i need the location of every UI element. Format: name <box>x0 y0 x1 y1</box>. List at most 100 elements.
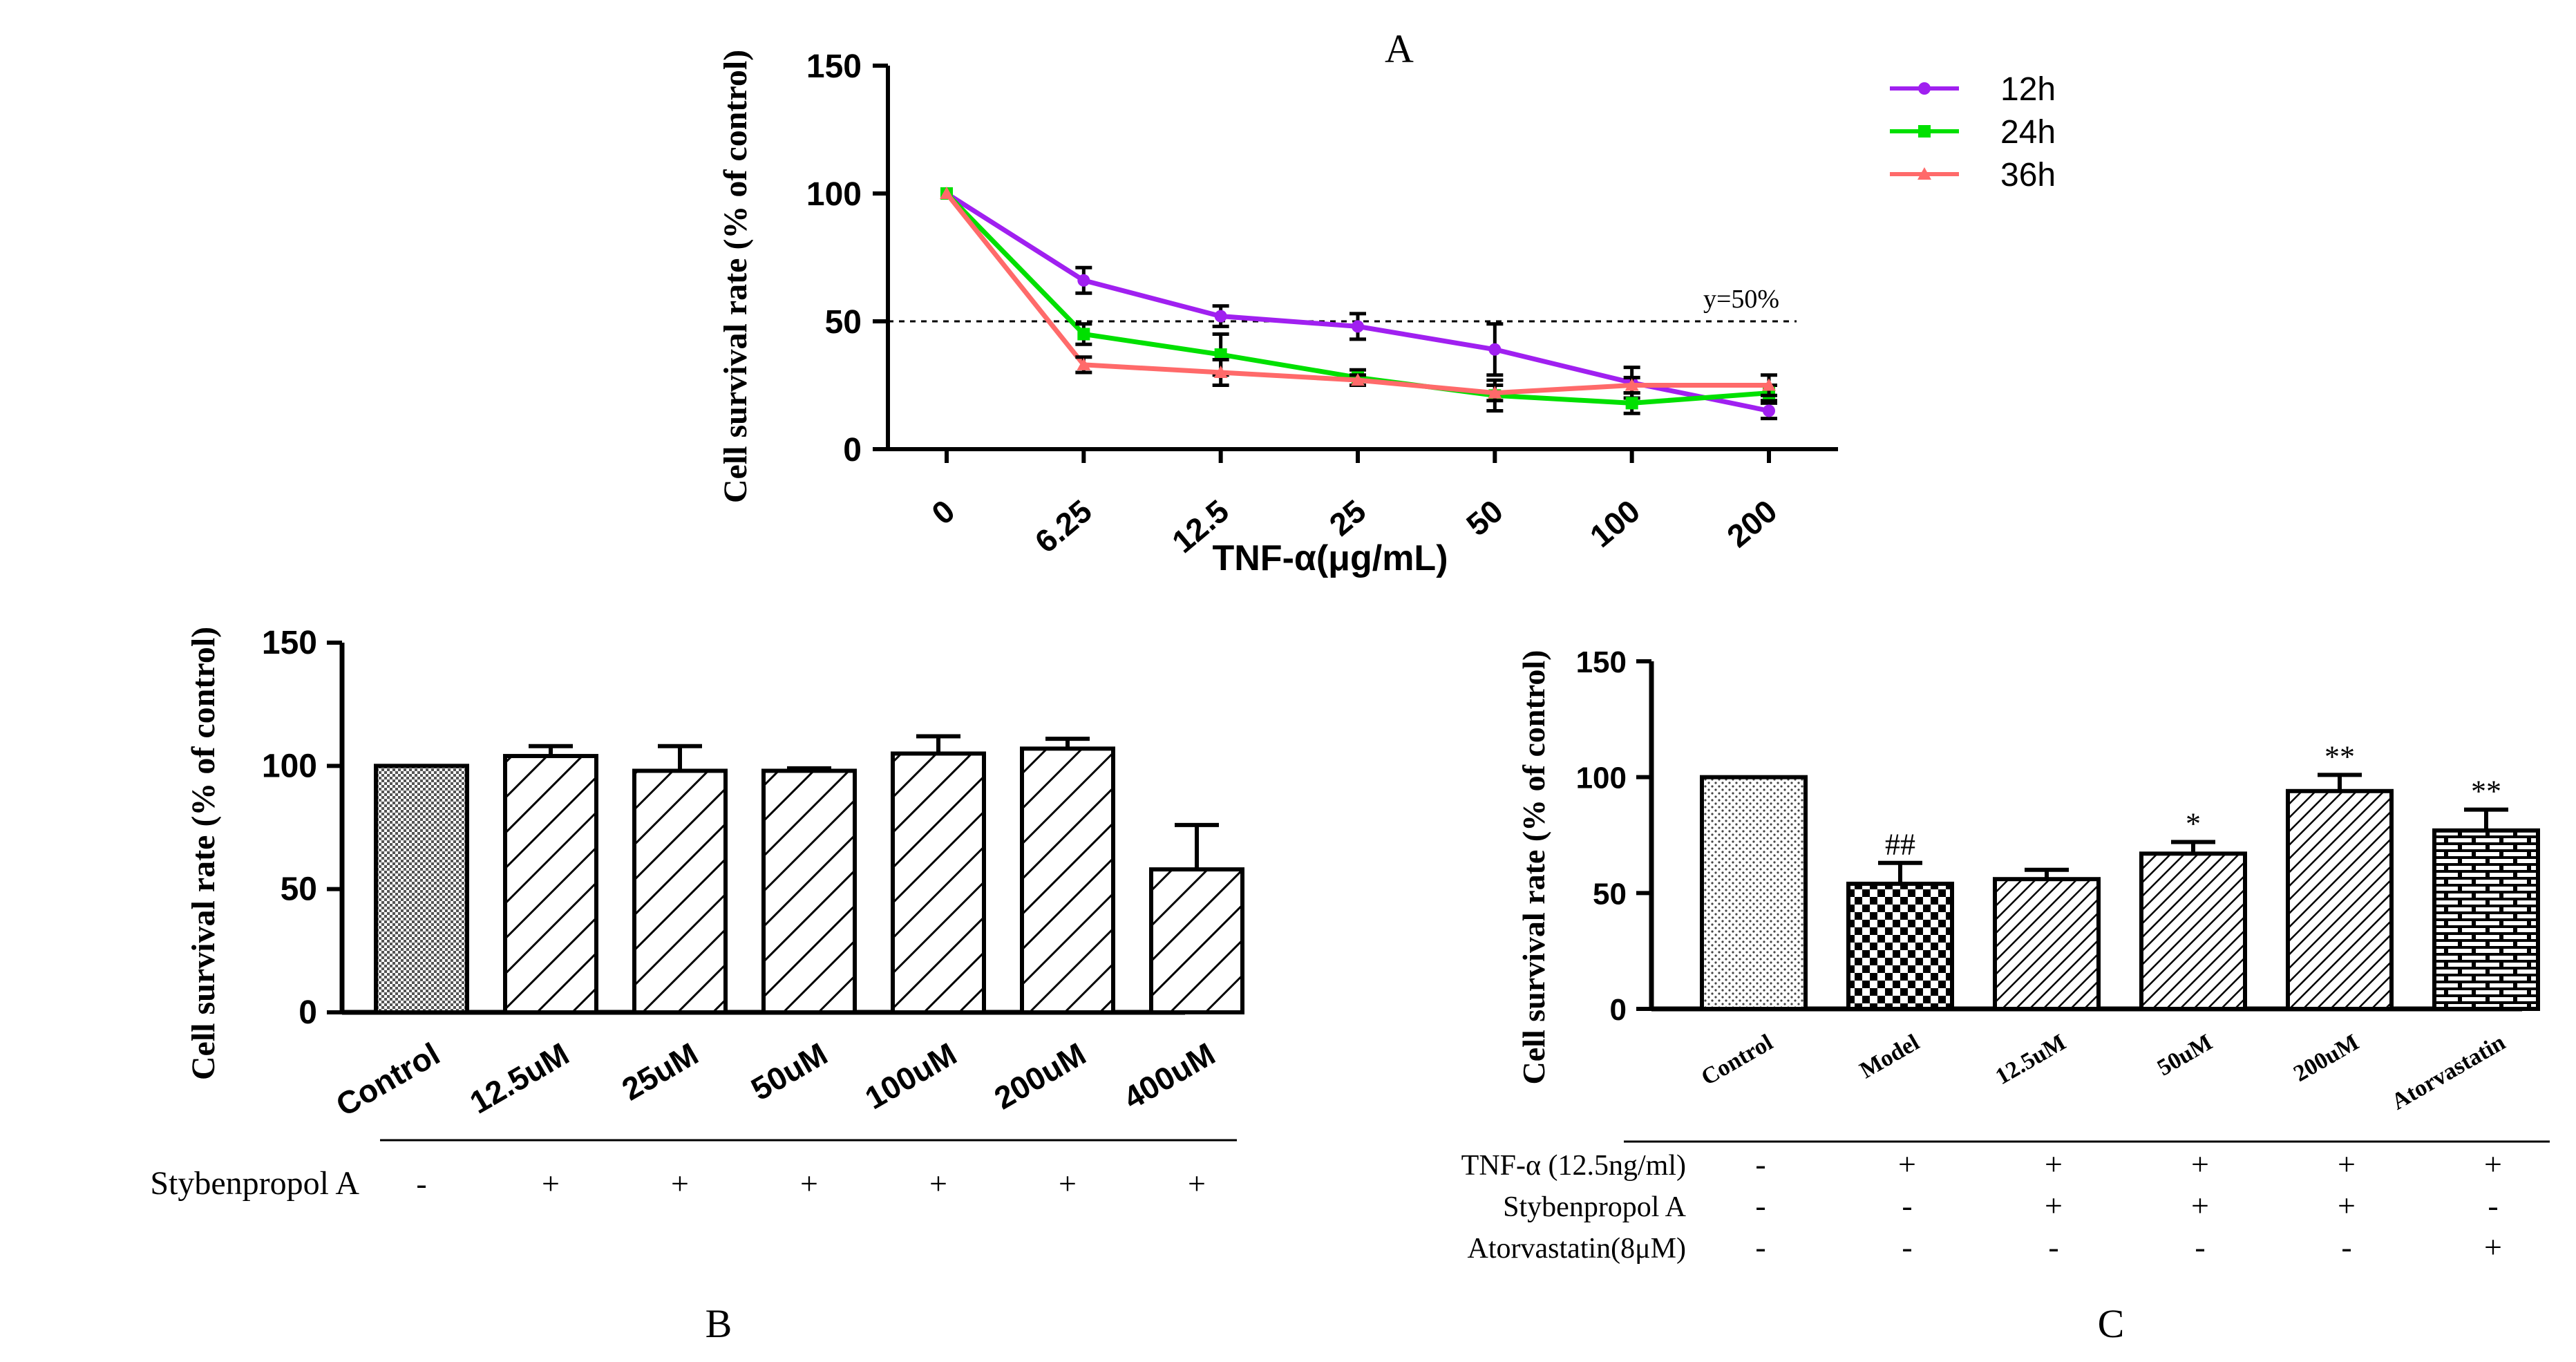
bar-50uM <box>2139 851 2247 1011</box>
x-tick-label: 400uM <box>1117 1036 1221 1117</box>
x-tick-label-a: 25 <box>1323 493 1373 543</box>
bar-12.5uM <box>503 754 598 1014</box>
bars-b: Control 12.5uM 25uM 50uM 100uM 200uM 400uM <box>330 734 1244 1124</box>
bar-Atorvastatin <box>2432 828 2540 1011</box>
error-bar <box>916 734 960 754</box>
y-axis-label-b: Cell survival rate (% of control) <box>185 627 222 1080</box>
reference-line-label: y=50% <box>1703 285 1779 314</box>
series-lines-a <box>940 187 1777 421</box>
legend-label: 24h <box>2000 114 2056 151</box>
data-point-24h <box>1625 397 1638 410</box>
legend-label: 12h <box>2000 71 2056 108</box>
treatment-row-label: Atorvastatin(8μM) <box>1468 1233 1686 1265</box>
treatment-sign: - <box>2048 1229 2058 1265</box>
treatment-sign: - <box>1755 1188 1765 1223</box>
treatment-row-label: TNF-α (12.5ng/ml) <box>1461 1150 1686 1182</box>
panel-b-bar-chart: B Cell survival rate (% of control) 0 50 1… <box>150 625 1244 1346</box>
treatment-row-label: Stybenpropol A <box>150 1165 359 1202</box>
x-tick-label: 200uM <box>2289 1030 2363 1087</box>
treatment-sign: + <box>2338 1188 2356 1223</box>
treatment-sign: - <box>1755 1229 1765 1265</box>
legend-marker <box>1918 125 1931 138</box>
panel-label-b: B <box>705 1301 732 1346</box>
treatment-sign: + <box>2484 1146 2502 1182</box>
data-point-12h <box>1488 343 1502 356</box>
data-point-12h <box>1352 320 1364 333</box>
bar-Control <box>1700 775 1808 1011</box>
y-tick-label: 50 <box>1593 877 1627 911</box>
data-point-12h <box>1077 274 1090 287</box>
x-tick-label-a: 100 <box>1583 493 1647 554</box>
y-tick-label-a: 0 <box>843 432 862 469</box>
bar-100uM <box>891 751 986 1014</box>
panel-label-a: A <box>1385 26 1414 71</box>
error-bar <box>2025 867 2069 880</box>
x-tick-label: 100uM <box>859 1036 963 1117</box>
data-point-12h <box>1214 310 1227 323</box>
treatment-sign: - <box>1755 1146 1765 1182</box>
significance-annotation: ** <box>2471 775 2501 808</box>
x-tick-label: 50uM <box>2153 1030 2217 1081</box>
legend-item-36h: 36h <box>1890 157 2056 193</box>
legend-item-24h: 24h <box>1890 114 2056 151</box>
reference-line-50: y=50% <box>888 285 1797 323</box>
bar-12.5uM <box>1993 877 2101 1012</box>
y-tick-label: 100 <box>262 748 317 784</box>
x-tick-label-a: 0 <box>925 493 961 531</box>
treatment-sign: + <box>2338 1146 2356 1182</box>
error-bar <box>529 744 573 757</box>
y-tick-label-a: 50 <box>825 304 862 341</box>
x-tick-label: Control <box>330 1036 446 1124</box>
treatment-table-b: Stybenpropol A - + + + + + + <box>150 1139 1237 1202</box>
treatment-sign: + <box>542 1166 560 1201</box>
bar-50uM <box>761 768 857 1014</box>
bar-25uM <box>632 768 728 1014</box>
bar-400uM <box>1149 867 1244 1014</box>
y-tick-label-a: 150 <box>806 48 862 85</box>
data-point-36h <box>1351 373 1365 386</box>
x-tick-label: 25uM <box>616 1036 704 1108</box>
error-bar <box>1175 822 1219 870</box>
y-tick-label: 150 <box>1576 645 1627 679</box>
bar-Control <box>374 764 469 1015</box>
data-point-36h <box>1488 386 1502 399</box>
legend-marker <box>1918 82 1931 95</box>
treatment-sign: + <box>1059 1166 1077 1201</box>
treatment-sign: + <box>2045 1146 2063 1182</box>
data-point-24h <box>1214 348 1227 361</box>
data-point-36h <box>1762 378 1776 391</box>
treatment-sign: - <box>1902 1229 1912 1265</box>
x-tick-label: 12.5uM <box>464 1036 575 1121</box>
treatment-sign: - <box>416 1166 426 1201</box>
x-tick-label: 50uM <box>745 1036 833 1108</box>
y-tick-label: 0 <box>1610 993 1627 1027</box>
panel-c-bar-chart: C Cell survival rate (% of control) 0 50 1… <box>1461 645 2550 1346</box>
x-tick-label: Model <box>1855 1030 1924 1084</box>
error-bar <box>2318 773 2362 791</box>
x-tick-label: 200uM <box>988 1036 1092 1117</box>
x-tick-label: 12.5uM <box>1991 1030 2070 1090</box>
data-point-12h <box>1763 404 1775 417</box>
x-tick-label-a: 200 <box>1720 493 1783 554</box>
significance-annotation: * <box>2186 807 2201 841</box>
significance-annotation: ** <box>2324 739 2355 773</box>
data-point-36h <box>940 187 954 199</box>
series-line-36h <box>945 191 1769 396</box>
treatment-sign: + <box>800 1166 818 1201</box>
y-tick-label: 50 <box>281 871 317 908</box>
treatment-sign: + <box>929 1166 947 1201</box>
treatment-sign: + <box>671 1166 689 1201</box>
treatment-row-label: Stybenpropol A <box>1503 1191 1687 1223</box>
panel-a-line-chart: A Cell survival rate (% of control) TNF-… <box>717 26 2056 578</box>
treatment-sign: + <box>1188 1166 1206 1201</box>
y-tick-label-a: 100 <box>806 176 862 213</box>
bar-200uM <box>2286 788 2394 1011</box>
data-point-36h <box>1077 357 1091 370</box>
data-point-24h <box>1077 328 1090 341</box>
y-axis-label-c: Cell survival rate (% of control) <box>1516 650 1551 1085</box>
treatment-sign: + <box>1898 1146 1916 1182</box>
error-bar <box>787 766 831 771</box>
x-tick-label-a: 50 <box>1459 493 1510 543</box>
y-tick-label: 0 <box>299 994 317 1031</box>
